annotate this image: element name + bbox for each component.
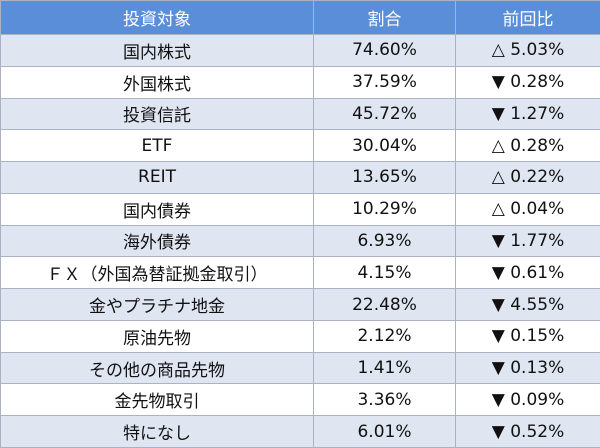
header-cell: 投資対象 [0,0,314,35]
table-cell: 特になし [0,415,314,448]
table-row: 原油先物 2.12% ▼ 0.15% [0,319,600,353]
table-row: ETF 30.04% △ 0.28% [0,129,600,163]
table-cell: 海外債券 [0,224,314,258]
table-cell: △ 0.04% [455,192,600,226]
table-row: 特になし 6.01% ▼ 0.52% [0,415,600,448]
table-cell: 金先物取引 [0,383,314,417]
table-cell: 原油先物 [0,319,314,353]
table-row: 国内債券 10.29% △ 0.04% [0,192,600,226]
table-cell: 13.65% [313,161,456,194]
table-cell: 国内債券 [0,192,314,226]
table-cell: 3.36% [313,383,456,417]
table-cell: △ 0.28% [455,129,600,163]
table-cell: 1.41% [313,351,456,385]
table-cell: 2.12% [313,319,456,353]
table-row: REIT 13.65% △ 0.22% [0,161,600,194]
table-cell: ＦＸ（外国為替証拠金取引） [0,256,314,290]
table-row: 金先物取引 3.36% ▼ 0.09% [0,383,600,417]
table-cell: ▼ 1.77% [455,224,600,258]
table-cell: 30.04% [313,129,456,163]
table-cell: △ 0.22% [455,161,600,194]
header-row: 投資対象 割合 前回比 [0,0,600,35]
table-cell: ▼ 0.28% [455,65,600,99]
table-cell: 6.93% [313,224,456,258]
header-cell: 前回比 [455,0,600,35]
table-cell: ▼ 0.13% [455,351,600,385]
table-row: ＦＸ（外国為替証拠金取引） 4.15% ▼ 0.61% [0,256,600,290]
header-cell: 割合 [313,0,456,35]
table-cell: 22.48% [313,288,456,321]
table-cell: ▼ 0.15% [455,319,600,353]
table-cell: 37.59% [313,65,456,99]
table-row: 海外債券 6.93% ▼ 1.77% [0,224,600,258]
table-cell: ▼ 0.09% [455,383,600,417]
table-cell: 45.72% [313,97,456,131]
table-body: 国内株式 74.60% △ 5.03% 外国株式 37.59% ▼ 0.28% 投資信託 45… [0,34,600,448]
table-row: 国内株式 74.60% △ 5.03% [0,34,600,67]
table-cell: 6.01% [313,415,456,448]
table-cell: ▼ 1.27% [455,97,600,131]
table-cell: REIT [0,161,314,194]
table-row: 金やプラチナ地金 22.48% ▼ 4.55% [0,288,600,321]
table-cell: ▼ 4.55% [455,288,600,321]
table-cell: 金やプラチナ地金 [0,288,314,321]
table-row: 投資信託 45.72% ▼ 1.27% [0,97,600,131]
table-cell: ▼ 0.61% [455,256,600,290]
table-cell: ETF [0,129,314,163]
table-cell: 投資信託 [0,97,314,131]
table-row: その他の商品先物 1.41% ▼ 0.13% [0,351,600,385]
table-cell: 国内株式 [0,34,314,67]
table-row: 外国株式 37.59% ▼ 0.28% [0,65,600,99]
table-cell: 4.15% [313,256,456,290]
table-cell: その他の商品先物 [0,351,314,385]
table-header: 投資対象 割合 前回比 [0,0,600,35]
table-cell: ▼ 0.52% [455,415,600,448]
table-cell: △ 5.03% [455,34,600,67]
table-cell: 74.60% [313,34,456,67]
table-cell: 外国株式 [0,65,314,99]
table-cell: 10.29% [313,192,456,226]
